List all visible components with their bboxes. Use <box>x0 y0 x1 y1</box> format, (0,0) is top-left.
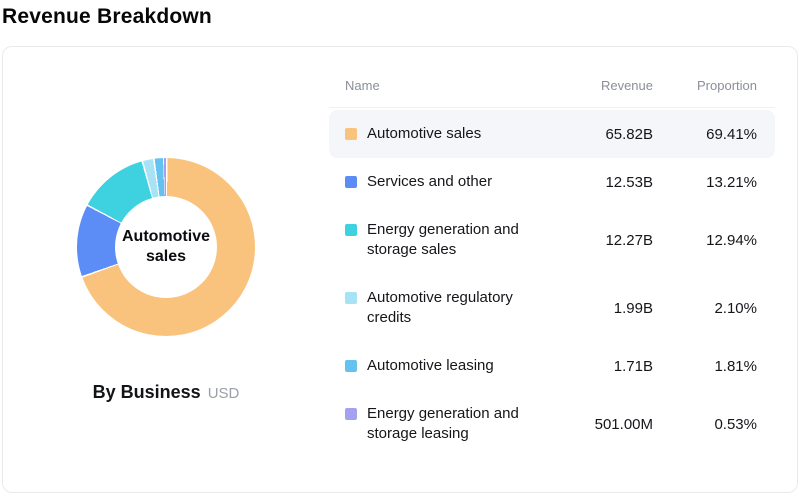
series-color-swatch <box>345 292 357 304</box>
series-proportion: 69.41% <box>706 125 757 143</box>
donut-center-label: Automotive sales <box>122 228 210 265</box>
series-proportion: 2.10% <box>714 299 757 317</box>
series-name-cell: Energy generation and storage leasing <box>345 404 543 444</box>
series-table: Name Revenue Proportion Automotive sales… <box>329 47 797 492</box>
series-revenue: 501.00M <box>594 415 653 433</box>
series-name-cell: Energy generation and storage sales <box>345 220 543 260</box>
series-name-cell: Automotive regulatory credits <box>345 288 543 328</box>
chart-column: Automotive sales By Business USD <box>3 47 329 492</box>
series-revenue: 12.27B <box>605 231 653 249</box>
series-name: Energy generation and storage leasing <box>367 405 519 442</box>
column-header-revenue: Revenue <box>600 78 653 93</box>
series-proportion: 1.81% <box>714 357 757 375</box>
column-header-name: Name <box>345 78 380 93</box>
revenue-breakdown-card: Automotive sales By Business USD Name Re… <box>2 46 798 493</box>
series-name: Services and other <box>367 173 493 190</box>
series-name: Automotive sales <box>367 125 482 142</box>
series-name-cell: Automotive sales <box>345 124 543 144</box>
series-color-swatch <box>345 176 357 188</box>
page-title: Revenue Breakdown <box>2 5 212 28</box>
chart-caption-label: By Business <box>92 382 201 402</box>
series-proportion: 12.94% <box>706 231 757 249</box>
table-row[interactable]: Energy generation and storage sales 12.27… <box>329 206 775 274</box>
series-name: Automotive regulatory credits <box>367 289 513 326</box>
series-color-swatch <box>345 360 357 372</box>
table-row[interactable]: Energy generation and storage leasing 501… <box>329 390 775 458</box>
table-row[interactable]: Automotive regulatory credits 1.99B 2.10% <box>329 274 775 342</box>
series-name: Energy generation and storage sales <box>367 221 519 258</box>
chart-currency-unit: USD <box>207 385 240 402</box>
table-body: Automotive sales 65.82B 69.41% Services and… <box>329 110 775 458</box>
series-name: Automotive leasing <box>367 357 494 374</box>
donut-hole: Automotive sales <box>115 196 217 298</box>
series-color-swatch <box>345 408 357 420</box>
series-revenue: 65.82B <box>605 125 653 143</box>
series-color-swatch <box>345 128 357 140</box>
table-row[interactable]: Services and other 12.53B 13.21% <box>329 158 775 206</box>
column-header-proportion: Proportion <box>697 78 757 93</box>
table-row[interactable]: Automotive leasing 1.71B 1.81% <box>329 342 775 390</box>
series-color-swatch <box>345 224 357 236</box>
series-revenue: 1.71B <box>613 357 653 375</box>
table-header-row: Name Revenue Proportion <box>329 77 775 108</box>
series-proportion: 13.21% <box>706 173 757 191</box>
series-revenue: 1.99B <box>613 299 653 317</box>
series-name-cell: Services and other <box>345 172 543 192</box>
series-proportion: 0.53% <box>714 415 757 433</box>
series-name-cell: Automotive leasing <box>345 356 543 376</box>
donut-chart[interactable]: Automotive sales <box>77 158 255 336</box>
chart-caption: By Business USD <box>93 382 240 403</box>
series-revenue: 12.53B <box>605 173 653 191</box>
table-row[interactable]: Automotive sales 65.82B 69.41% <box>329 110 775 158</box>
